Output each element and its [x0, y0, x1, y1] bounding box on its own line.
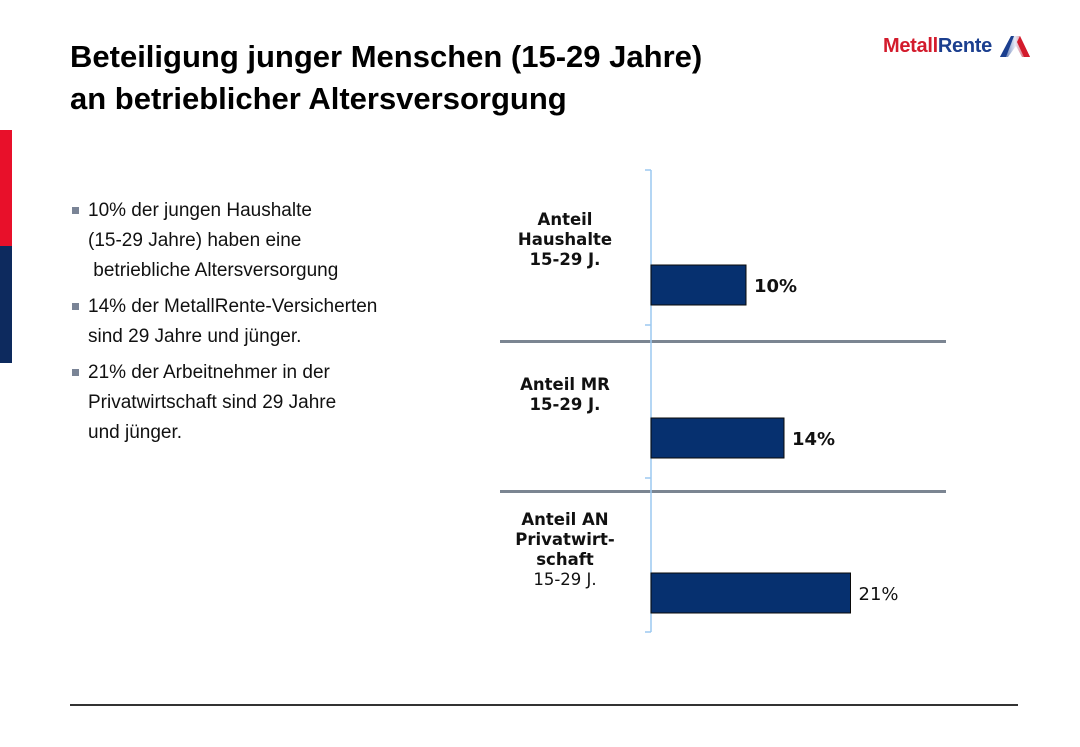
- category-separator: [500, 490, 946, 493]
- bullet-square-icon: [72, 369, 79, 376]
- bullet-line: (15-29 Jahre) haben eine: [88, 230, 302, 251]
- bullet-line: 10% der jungen Haushalte: [88, 200, 312, 221]
- metallrente-triangle-logo-icon: [999, 36, 1030, 57]
- category-label-line: schaft: [536, 550, 594, 569]
- bar-chart-svg: 10% 14% 21%: [500, 169, 946, 633]
- category-label-line: Privatwirt-: [515, 530, 615, 549]
- category-label-line: Anteil AN: [521, 510, 609, 529]
- bullet-item: 14% der MetallRente-Versicherten sind 29 …: [72, 292, 377, 352]
- bullet-line: und jünger.: [88, 422, 183, 443]
- bar-value-label: 14%: [792, 429, 835, 450]
- logo-text-rente: Rente: [937, 34, 992, 57]
- logo-text: MetallRente: [883, 35, 992, 58]
- footer-divider: [70, 704, 1018, 706]
- bullet-item: 10% der jungen Haushalte (15-29 Jahre) ha…: [72, 196, 377, 286]
- bullet-line: Privatwirtschaft sind 29 Jahre: [88, 392, 337, 413]
- bullet-square-icon: [72, 207, 79, 214]
- category-label: Anteil MR 15-29 J.: [490, 375, 640, 415]
- category-label-line: Haushalte: [517, 230, 613, 249]
- category-label-line: 15-29 J.: [529, 395, 601, 414]
- category-label: Anteil Haushalte 15-29 J.: [490, 210, 640, 270]
- bullet-line: sind 29 Jahre und jünger.: [88, 326, 302, 347]
- metallrente-logo: MetallRente: [883, 34, 1032, 58]
- bar: [650, 417, 785, 459]
- bar-value-label: 21%: [859, 584, 899, 605]
- category-label: Anteil AN Privatwirt-schaft 15-29 J.: [490, 510, 640, 590]
- bullet-square-icon: [72, 303, 79, 310]
- bar-chart: 10% 14% 21% Anteil Haushalte 15-29 J. Anteil …: [500, 160, 960, 650]
- slide-title-line-1: Beteiligung junger Menschen (15-29 Jahre…: [70, 39, 703, 74]
- bar-value-label: 10%: [754, 276, 797, 297]
- bullet-item: 21% der Arbeitnehmer in der Privatwirtsch…: [72, 358, 377, 448]
- bar: [650, 264, 747, 306]
- accent-bar-blue: [0, 246, 12, 363]
- category-label-line: 15-29 J.: [529, 250, 601, 269]
- category-label-line: Anteil MR: [520, 375, 610, 394]
- accent-bar-red: [0, 130, 12, 246]
- slide-title: Beteiligung junger Menschen (15-29 Jahre…: [70, 36, 702, 120]
- category-label-line: 15-29 J.: [533, 570, 597, 589]
- bullet-line: 14% der MetallRente-Versicherten: [88, 296, 378, 317]
- slide-title-line-2: an betrieblicher Altersversorgung: [70, 81, 567, 116]
- bullet-line: 21% der Arbeitnehmer in der: [88, 362, 330, 383]
- category-label-line: Anteil: [537, 210, 593, 229]
- category-separator: [500, 340, 946, 343]
- bullet-line: betriebliche Altersversorgung: [88, 260, 339, 281]
- bar: [650, 572, 851, 614]
- logo-text-metall: Metall: [883, 34, 938, 57]
- bullet-list: 10% der jungen Haushalte (15-29 Jahre) ha…: [72, 196, 377, 454]
